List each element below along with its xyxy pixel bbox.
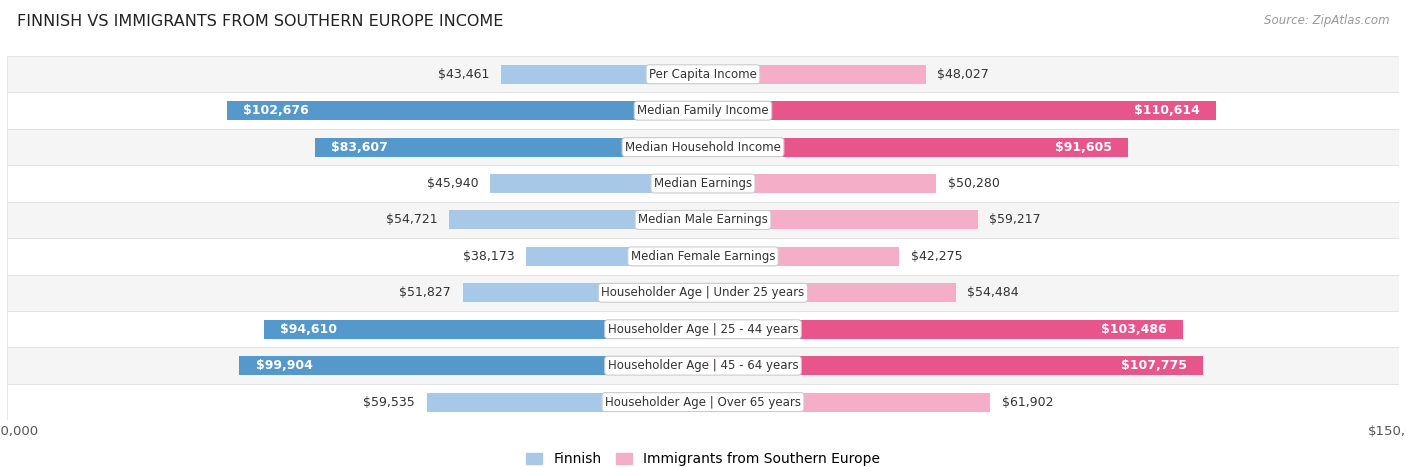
Bar <box>703 320 1184 339</box>
Text: $38,173: $38,173 <box>463 250 515 263</box>
Text: Householder Age | 25 - 44 years: Householder Age | 25 - 44 years <box>607 323 799 336</box>
Bar <box>703 101 1216 120</box>
Bar <box>226 101 703 120</box>
Legend: Finnish, Immigrants from Southern Europe: Finnish, Immigrants from Southern Europe <box>520 446 886 467</box>
Text: Median Female Earnings: Median Female Earnings <box>631 250 775 263</box>
Bar <box>264 320 703 339</box>
Bar <box>7 129 1399 165</box>
Text: Median Earnings: Median Earnings <box>654 177 752 190</box>
Bar <box>526 247 703 266</box>
Bar <box>7 56 1399 92</box>
Bar <box>703 393 990 411</box>
Text: $107,775: $107,775 <box>1121 359 1187 372</box>
Text: Median Male Earnings: Median Male Earnings <box>638 213 768 226</box>
Text: Householder Age | Over 65 years: Householder Age | Over 65 years <box>605 396 801 409</box>
Text: FINNISH VS IMMIGRANTS FROM SOUTHERN EUROPE INCOME: FINNISH VS IMMIGRANTS FROM SOUTHERN EURO… <box>17 14 503 29</box>
Text: $91,605: $91,605 <box>1054 141 1112 154</box>
Text: Median Family Income: Median Family Income <box>637 104 769 117</box>
Text: $50,280: $50,280 <box>948 177 1000 190</box>
Bar <box>7 202 1399 238</box>
Bar <box>502 65 703 84</box>
Text: $54,484: $54,484 <box>967 286 1019 299</box>
Text: $43,461: $43,461 <box>439 68 489 81</box>
Bar <box>7 165 1399 202</box>
Text: $102,676: $102,676 <box>243 104 308 117</box>
Bar <box>463 283 703 302</box>
Bar <box>7 238 1399 275</box>
Bar <box>7 384 1399 420</box>
Bar <box>703 283 956 302</box>
Text: $61,902: $61,902 <box>1002 396 1053 409</box>
Bar <box>7 275 1399 311</box>
Bar <box>7 92 1399 129</box>
Text: $51,827: $51,827 <box>399 286 451 299</box>
Bar <box>7 347 1399 384</box>
Bar <box>703 356 1204 375</box>
Bar <box>449 211 703 229</box>
Bar <box>703 211 977 229</box>
Text: Median Household Income: Median Household Income <box>626 141 780 154</box>
Text: $99,904: $99,904 <box>256 359 312 372</box>
Text: $110,614: $110,614 <box>1135 104 1199 117</box>
Text: Per Capita Income: Per Capita Income <box>650 68 756 81</box>
Text: $83,607: $83,607 <box>332 141 388 154</box>
Bar <box>7 311 1399 347</box>
Bar <box>489 174 703 193</box>
Text: Source: ZipAtlas.com: Source: ZipAtlas.com <box>1264 14 1389 27</box>
Text: Householder Age | Under 25 years: Householder Age | Under 25 years <box>602 286 804 299</box>
Bar <box>703 138 1128 156</box>
Bar <box>703 65 925 84</box>
Text: $103,486: $103,486 <box>1101 323 1167 336</box>
Bar <box>703 174 936 193</box>
Text: $94,610: $94,610 <box>280 323 337 336</box>
Bar <box>315 138 703 156</box>
Text: $59,217: $59,217 <box>990 213 1040 226</box>
Text: Householder Age | 45 - 64 years: Householder Age | 45 - 64 years <box>607 359 799 372</box>
Text: $54,721: $54,721 <box>385 213 437 226</box>
Bar <box>703 247 900 266</box>
Text: $42,275: $42,275 <box>911 250 962 263</box>
Text: $45,940: $45,940 <box>426 177 478 190</box>
Text: $48,027: $48,027 <box>938 68 990 81</box>
Bar <box>239 356 703 375</box>
Text: $59,535: $59,535 <box>363 396 415 409</box>
Bar <box>427 393 703 411</box>
